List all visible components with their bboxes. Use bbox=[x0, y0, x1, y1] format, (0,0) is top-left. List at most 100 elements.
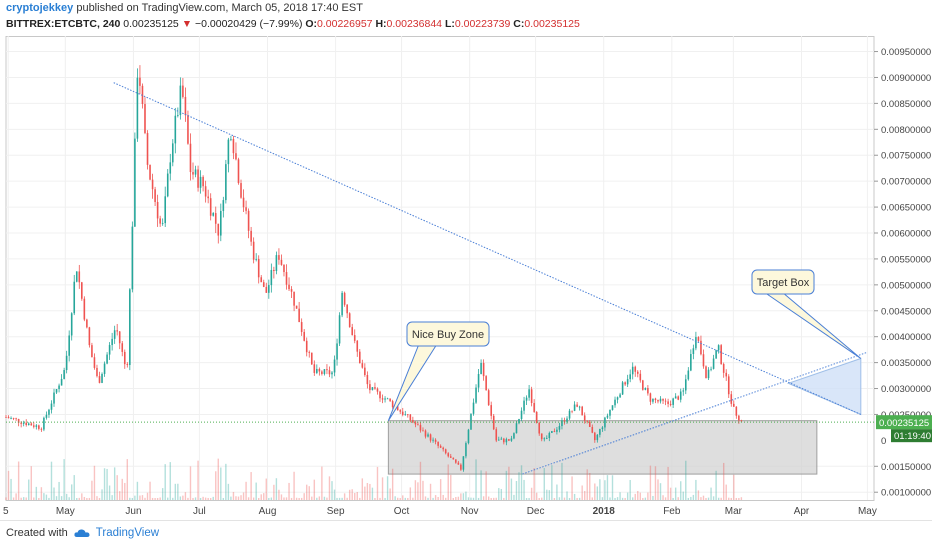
candle-body bbox=[520, 410, 523, 419]
x-tick-label: Dec bbox=[527, 506, 545, 517]
volume-bar bbox=[252, 497, 255, 500]
candle-body bbox=[255, 259, 257, 260]
volume-bar bbox=[465, 491, 467, 500]
volume-bar bbox=[654, 466, 657, 500]
volume-bar bbox=[407, 497, 409, 500]
volume-bar bbox=[86, 498, 88, 500]
volume-bar bbox=[328, 476, 331, 500]
volume-bar bbox=[275, 478, 278, 500]
volume-bar bbox=[396, 497, 399, 500]
candle-body bbox=[351, 327, 354, 336]
volume-bar bbox=[48, 497, 50, 500]
candle-body bbox=[626, 379, 629, 385]
candle-body bbox=[573, 404, 576, 411]
candle-body bbox=[495, 429, 498, 441]
volume-bar bbox=[596, 486, 599, 500]
candle-body bbox=[604, 417, 606, 428]
volume-bar bbox=[632, 497, 634, 500]
candle-body bbox=[374, 387, 376, 389]
volume-bar bbox=[594, 483, 596, 500]
candle-body bbox=[571, 410, 573, 412]
candle-body bbox=[356, 340, 359, 352]
volume-bar bbox=[669, 487, 672, 500]
candle-body bbox=[242, 197, 245, 208]
volume-bar bbox=[298, 497, 300, 500]
price-chart[interactable]: Nice Buy Zone Target Box 0.00950000 0.00900… bbox=[0, 36, 932, 520]
candle-body bbox=[727, 376, 730, 395]
volume-bar bbox=[394, 496, 396, 500]
candle-body bbox=[558, 426, 561, 430]
volume-bar bbox=[619, 492, 621, 500]
volume-bar bbox=[581, 485, 583, 500]
volume-bar bbox=[717, 497, 720, 500]
candle-body bbox=[442, 447, 444, 450]
candle-body bbox=[245, 207, 247, 211]
candle-body bbox=[237, 159, 240, 184]
volume-bar bbox=[300, 497, 303, 500]
candle-body bbox=[73, 281, 76, 314]
candle-body bbox=[399, 410, 402, 412]
candle-body bbox=[326, 369, 328, 371]
candle-body bbox=[17, 418, 20, 423]
tradingview-brand-link[interactable]: TradingView bbox=[95, 527, 160, 539]
volume-bar bbox=[366, 483, 369, 500]
y-tick-label: 0.00900000 bbox=[881, 73, 931, 84]
candle-body bbox=[561, 420, 563, 427]
last-price: 0.00235125 bbox=[123, 18, 179, 30]
volume-bar bbox=[65, 493, 68, 500]
candle-body bbox=[43, 417, 45, 430]
candle-body bbox=[684, 379, 687, 391]
volume-bar bbox=[316, 497, 318, 500]
current-price-tag bbox=[876, 415, 932, 430]
candle-body bbox=[419, 425, 422, 431]
candle-body bbox=[720, 345, 722, 365]
candle-body bbox=[303, 331, 305, 341]
candle-body bbox=[636, 371, 639, 374]
volume-bar bbox=[167, 497, 169, 500]
candle-body bbox=[283, 264, 285, 273]
candle-body bbox=[75, 271, 78, 282]
candle-body bbox=[563, 420, 566, 422]
candle-body bbox=[227, 139, 230, 165]
volume-bar bbox=[361, 478, 364, 500]
candle-body bbox=[596, 434, 599, 441]
candle-body bbox=[288, 284, 290, 290]
volume-bar bbox=[427, 497, 429, 500]
volume-bar bbox=[45, 494, 48, 500]
volume-bar bbox=[371, 487, 374, 500]
volume-bar bbox=[558, 497, 561, 500]
volume-bar bbox=[379, 497, 381, 500]
volume-bar bbox=[141, 495, 144, 500]
volume-bar bbox=[505, 470, 508, 500]
volume-bar bbox=[715, 470, 717, 500]
volume-bar bbox=[573, 493, 576, 500]
volume-bar bbox=[136, 481, 139, 500]
candle-body bbox=[50, 403, 53, 410]
candle-body bbox=[81, 282, 83, 299]
y-tick-label: 0.00750000 bbox=[881, 151, 931, 162]
x-tick-label: Jun bbox=[125, 506, 141, 517]
target-triangle bbox=[786, 357, 862, 416]
candle-body bbox=[389, 398, 391, 402]
candle-body bbox=[126, 364, 129, 365]
x-tick-label: Feb bbox=[663, 506, 681, 517]
volume-bar bbox=[199, 497, 202, 500]
x-tick-label: May bbox=[56, 506, 75, 517]
created-with-label: Created with bbox=[6, 527, 68, 539]
volume-bar bbox=[295, 497, 298, 500]
y-tick-label: 0.00600000 bbox=[881, 229, 931, 240]
volume-bar bbox=[685, 460, 687, 500]
volume-bar bbox=[705, 497, 707, 500]
candle-body bbox=[305, 340, 308, 353]
volume-bar bbox=[614, 497, 616, 500]
volume-bar bbox=[338, 497, 341, 500]
buy-zone-callout-text: Nice Buy Zone bbox=[412, 329, 484, 341]
candle-body bbox=[204, 186, 207, 197]
volume-bar bbox=[212, 496, 214, 500]
candle-body bbox=[649, 393, 652, 402]
candle-body bbox=[316, 368, 318, 373]
author-link[interactable]: cryptojekkey bbox=[6, 2, 74, 14]
volume-bar bbox=[417, 482, 419, 500]
candle-body bbox=[472, 402, 475, 414]
candle-body bbox=[15, 418, 17, 420]
